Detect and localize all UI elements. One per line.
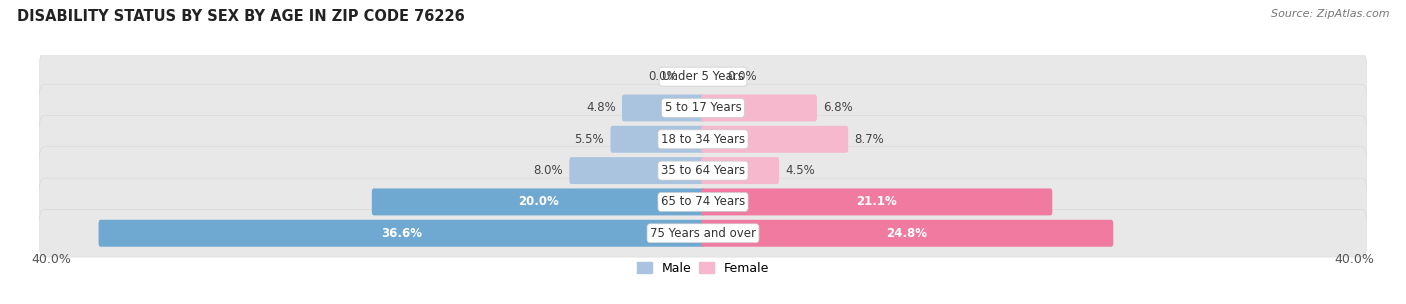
Text: 8.0%: 8.0% [533,164,562,177]
FancyBboxPatch shape [39,116,1367,163]
Text: 6.8%: 6.8% [823,102,853,115]
FancyBboxPatch shape [610,126,704,153]
Text: 35 to 64 Years: 35 to 64 Years [661,164,745,177]
Text: 5 to 17 Years: 5 to 17 Years [665,102,741,115]
Text: 18 to 34 Years: 18 to 34 Years [661,133,745,146]
FancyBboxPatch shape [39,147,1367,195]
FancyBboxPatch shape [702,188,1052,216]
Text: 40.0%: 40.0% [1334,253,1375,266]
Text: DISABILITY STATUS BY SEX BY AGE IN ZIP CODE 76226: DISABILITY STATUS BY SEX BY AGE IN ZIP C… [17,9,464,24]
Text: 21.1%: 21.1% [856,195,897,209]
FancyBboxPatch shape [621,95,704,121]
Text: 0.0%: 0.0% [648,70,678,83]
Text: 65 to 74 Years: 65 to 74 Years [661,195,745,209]
FancyBboxPatch shape [39,209,1367,257]
Text: Source: ZipAtlas.com: Source: ZipAtlas.com [1271,9,1389,19]
Text: 0.0%: 0.0% [728,70,758,83]
Text: 40.0%: 40.0% [31,253,72,266]
FancyBboxPatch shape [371,188,704,216]
Text: 24.8%: 24.8% [887,227,928,240]
Text: 8.7%: 8.7% [855,133,884,146]
Legend: Male, Female: Male, Female [631,257,775,280]
Text: 4.8%: 4.8% [586,102,616,115]
FancyBboxPatch shape [39,84,1367,132]
FancyBboxPatch shape [702,220,1114,247]
FancyBboxPatch shape [39,53,1367,100]
FancyBboxPatch shape [39,178,1367,226]
FancyBboxPatch shape [702,126,848,153]
Text: 36.6%: 36.6% [381,227,422,240]
Text: 4.5%: 4.5% [786,164,815,177]
Text: 75 Years and over: 75 Years and over [650,227,756,240]
Text: 20.0%: 20.0% [517,195,558,209]
Text: Under 5 Years: Under 5 Years [662,70,744,83]
Text: 5.5%: 5.5% [575,133,605,146]
FancyBboxPatch shape [702,157,779,184]
FancyBboxPatch shape [569,157,704,184]
FancyBboxPatch shape [98,220,704,247]
FancyBboxPatch shape [702,95,817,121]
